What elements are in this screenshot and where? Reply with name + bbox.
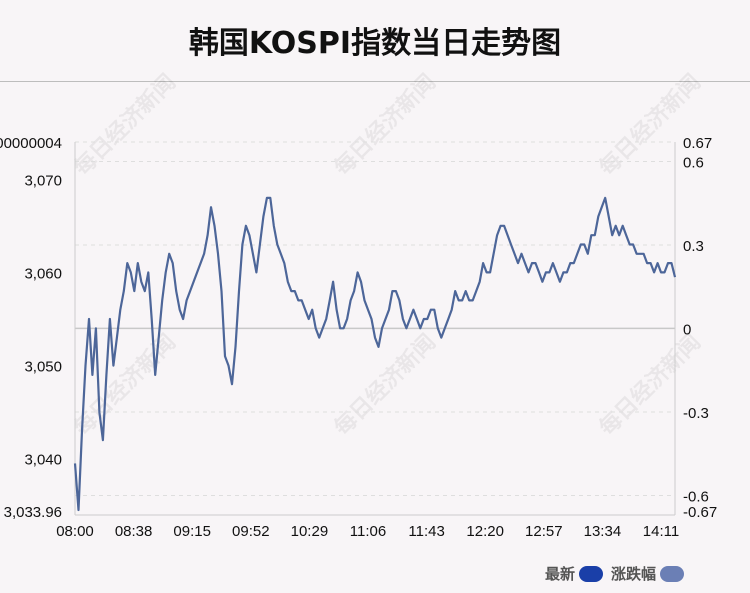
legend-item-change[interactable]: 涨跌幅: [611, 563, 684, 584]
x-tick-label: 11:43: [408, 523, 444, 540]
x-axis-ticks: 08:00 08:38 09:15 09:52 10:29 11:06 11:43 12:20…: [56, 523, 679, 540]
series-line: [73, 196, 677, 512]
y-right-tick-label: -0.67: [683, 504, 717, 521]
page-title: 韩国KOSPI指数当日走势图: [188, 26, 562, 61]
y-right-tick-label: 0.6: [683, 154, 704, 171]
x-tick-label: 11:06: [350, 523, 386, 540]
axes: [74, 142, 676, 516]
y-left-tick-label: 3,040: [24, 452, 62, 469]
header-divider: [0, 81, 750, 82]
legend-swatch-latest: [578, 565, 603, 582]
left-axis-ticks: 3,033.96 3,040 3,050 3,060 3,070 3074.0000000…: [0, 135, 62, 521]
watermark-text-5: 每日经济新闻: [594, 329, 706, 441]
y-right-tick-label: 0.67: [683, 135, 712, 152]
y-right-tick-label: -0.3: [683, 405, 709, 422]
y-left-tick-label: 3,060: [24, 265, 62, 282]
x-tick-label: 08:00: [56, 523, 94, 540]
legend-item-latest[interactable]: 最新: [545, 563, 603, 584]
watermark-text-1: 每日经济新闻: [329, 69, 441, 181]
y-left-tick-label: 3,050: [24, 359, 62, 376]
legend-label-latest: 最新: [544, 565, 575, 583]
y-right-tick-label: -0.6: [683, 489, 709, 506]
watermark-text-0: 每日经济新闻: [69, 69, 181, 181]
x-tick-label: 12:57: [525, 523, 563, 540]
x-tick-label: 08:38: [115, 523, 153, 540]
right-axis-ticks: -0.67-0.6 -0.3 0 0.3 0.6 0.67: [683, 135, 717, 521]
legend: 最新 涨跌幅: [545, 563, 684, 584]
y-left-tick-label: 3,070: [24, 172, 62, 189]
gridlines: [75, 141, 675, 516]
x-tick-label: 14:11: [643, 523, 679, 540]
legend-label-change: 涨跌幅: [610, 565, 656, 583]
x-tick-label: 12:20: [466, 523, 504, 540]
watermark-text-4: 每日经济新闻: [329, 329, 441, 441]
legend-swatch-change: [660, 565, 684, 582]
y-right-tick-label: 0: [683, 322, 691, 339]
x-tick-label: 10:29: [291, 523, 329, 540]
x-tick-label: 13:34: [584, 523, 622, 540]
x-tick-label: 09:15: [173, 523, 211, 540]
series-layer: [73, 196, 677, 512]
y-right-tick-label: 0.3: [683, 238, 704, 255]
x-tick-label: 09:52: [232, 523, 270, 540]
y-left-tick-label: 3074.0000000004: [0, 135, 62, 152]
y-left-tick-label: 3,033.96: [4, 504, 62, 521]
